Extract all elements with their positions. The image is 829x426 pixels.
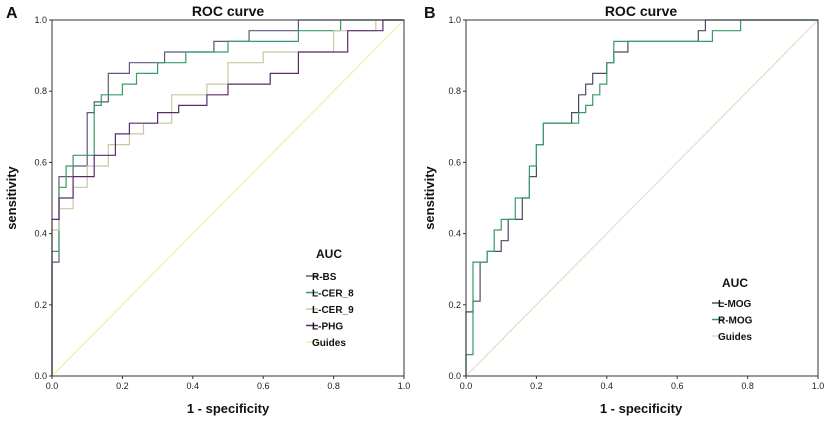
panel-b-legend: AUC L-MOG R-MOG Guides	[712, 276, 753, 343]
panel-a-ticks-group: 0.0 0.2 0.4 0.6 0.8 1.0 0.0 0.2 0.4 0.6 0.8 1.0	[34, 15, 410, 391]
panel-a-x-tick-label: 0.6	[257, 381, 270, 391]
panel-a-y-tick-label: 0.0	[34, 371, 47, 381]
panel-b-x-tick-label: 0.6	[671, 381, 684, 391]
panel-b-series-guides	[465, 19, 819, 377]
panel-b-y-tick-label: 0.8	[448, 86, 461, 96]
panel-a-y-tick-label: 0.4	[34, 229, 47, 239]
panel-b-x-tick-label: 0.8	[741, 381, 754, 391]
panel-a-y-tick-label: 1.0	[34, 15, 47, 25]
panel-a-y-tick-label: 0.8	[34, 86, 47, 96]
panel-b-y-axis-label: sensitivity	[422, 165, 437, 229]
panel-a-series-group	[51, 19, 405, 377]
panel-b-x-tick-label: 0.4	[601, 381, 614, 391]
panel-a-y-axis-label: sensitivity	[4, 165, 19, 229]
panel-b-legend-label-r-mog: R-MOG	[718, 316, 753, 327]
panel-a-series-r-bs	[51, 19, 404, 376]
panel-a-legend-title: AUC	[316, 247, 342, 261]
panel-a-plot-frame	[51, 19, 405, 377]
panel-b-y-tick-label: 0.4	[448, 229, 461, 239]
panel-b-x-tick-label: 1.0	[812, 381, 825, 391]
panel-a-x-tick-label: 0.2	[116, 381, 129, 391]
panel-b-title: ROC curve	[605, 3, 678, 19]
panel-a-series-l-cer-8	[51, 19, 404, 376]
panel-b-y-tick-label: 0.6	[448, 157, 461, 167]
panel-a-x-tick-label: 1.0	[398, 381, 411, 391]
panel-a-title: ROC curve	[192, 3, 265, 19]
panel-b-y-tick-label: 0.2	[448, 300, 461, 310]
panel-a-legend-label-l-cer-8: L-CER_8	[312, 289, 354, 300]
panel-b-legend-label-l-mog: L-MOG	[718, 299, 752, 310]
panel-a-legend-label-l-phg: L-PHG	[312, 322, 343, 333]
panel-a-y-tick-label: 0.6	[34, 157, 47, 167]
panel-b: B ROC curve 1 - specificity sensitivity …	[422, 3, 824, 416]
panel-b-plot-frame	[465, 19, 819, 377]
panel-b-x-axis-label: 1 - specificity	[600, 401, 683, 416]
panel-b-x-tick-label: 0.2	[530, 381, 543, 391]
panel-b-legend-title: AUC	[722, 276, 748, 290]
panel-letter-b: B	[424, 5, 436, 22]
panel-letter-a: A	[6, 5, 18, 22]
panel-a-y-tick-label: 0.2	[34, 300, 47, 310]
panel-b-legend-label-guides: Guides	[718, 332, 752, 343]
panel-b-series-r-mog	[465, 19, 818, 376]
panel-b-x-tick-label: 0.0	[460, 381, 473, 391]
panel-a-legend-label-l-cer-9: L-CER_9	[312, 305, 354, 316]
panel-a: A ROC curve 1 - specificity sensitivity …	[4, 3, 410, 416]
panel-a-legend-label-r-bs: R-BS	[312, 272, 337, 283]
panel-a-legend-label-guides: Guides	[312, 338, 346, 349]
panel-a-series-l-phg	[51, 19, 404, 376]
panel-a-x-tick-label: 0.4	[187, 381, 200, 391]
panel-b-y-tick-label: 1.0	[448, 15, 461, 25]
panel-a-series-guides	[51, 19, 405, 377]
panel-a-x-tick-label: 0.0	[46, 381, 59, 391]
panel-a-legend: AUC R-BS L-CER_8 L-CER_9 L-PHG Guides	[306, 247, 354, 349]
panel-a-x-axis-label: 1 - specificity	[187, 401, 270, 416]
panel-a-x-tick-label: 0.8	[327, 381, 340, 391]
panel-b-series-group	[465, 19, 819, 377]
panel-b-y-tick-label: 0.0	[448, 371, 461, 381]
panel-b-ticks-group: 0.0 0.2 0.4 0.6 0.8 1.0 0.0 0.2 0.4 0.6 0.8 1.0	[448, 15, 824, 391]
